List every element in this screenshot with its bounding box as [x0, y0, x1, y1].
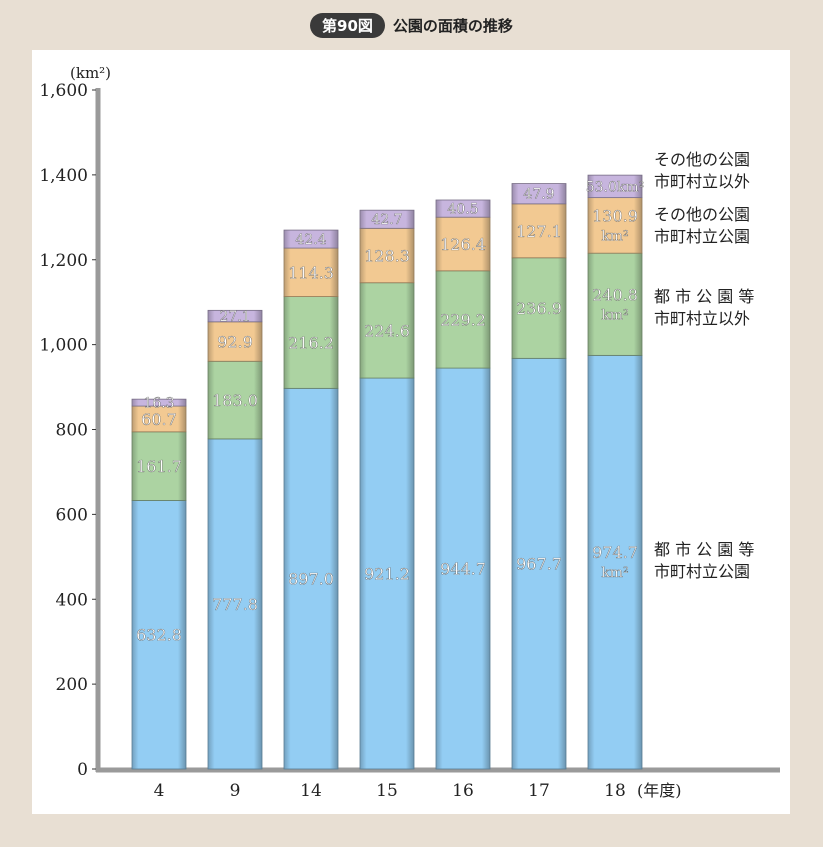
data-label: 27.1 [219, 309, 250, 325]
data-label: 128.3 [364, 247, 410, 266]
bar-segment-city_park [207, 438, 263, 770]
data-label: 777.8 [212, 595, 258, 614]
bar-segment-other_park_other [435, 199, 491, 218]
bar-segment-other_park_other [587, 174, 643, 199]
bar-segment-other_park_other [207, 309, 263, 323]
legend-label-city_park: 都 市 公 園 等 [654, 540, 754, 559]
bar-segment-city_park_other [131, 431, 187, 501]
x-tick-label: 15 [376, 781, 398, 801]
bar-segment-city_park_other [435, 270, 491, 369]
y-tick-label: 400 [56, 590, 88, 610]
bar-segment-other_park [435, 216, 491, 272]
bar-segment-city_park [283, 387, 339, 770]
bar-segment-city_park_other [587, 252, 643, 356]
data-label: 16.3 [143, 396, 174, 412]
data-label: 126.4 [440, 235, 486, 254]
data-label-unit: km² [601, 307, 628, 323]
data-label: 42.4 [295, 232, 326, 248]
y-tick-label: 1,600 [39, 81, 88, 101]
data-label-unit: km² [601, 228, 628, 244]
y-tick-label: 600 [56, 505, 88, 525]
bar-segment-other_park [283, 247, 339, 297]
chart-panel: 0 200 400 600 800 1,000 1,200 1,400 1,600 (km²) 63… [32, 50, 790, 814]
data-label: 216.2 [288, 333, 334, 352]
legend-label-city_park_other: 市町村立以外 [654, 309, 750, 328]
y-tick-label: 1,400 [39, 166, 88, 186]
legend-label-other_park: 市町村立公園 [654, 227, 750, 246]
y-tick-label: 0 [77, 760, 88, 780]
data-label: 42.7 [371, 212, 402, 228]
x-tick-label: 18 [604, 781, 626, 801]
y-tick-label: 1,200 [39, 251, 88, 271]
data-label: 130.9 [592, 206, 638, 225]
bar-segment-city_park [131, 500, 187, 770]
y-tick-label: 1,000 [39, 336, 88, 356]
x-tick-label: 17 [528, 781, 550, 801]
data-label: 60.7 [141, 410, 177, 429]
bar-segment-city_park_other [511, 257, 567, 359]
bar-segment-other_park [359, 227, 415, 284]
x-tick-label: 14 [300, 781, 322, 801]
bar-segment-other_park_other [283, 229, 339, 249]
data-label: 161.7 [136, 457, 182, 476]
bar-segment-city_park_other [359, 282, 415, 379]
data-label: 127.1 [516, 222, 562, 241]
x-axis-unit-label: (年度) [637, 781, 682, 800]
legend-label-other_park_other: 市町村立以外 [654, 172, 750, 191]
legend-label-other_park: その他の公園 [654, 205, 750, 224]
data-label: 897.0 [288, 570, 334, 589]
x-tick-label: 9 [230, 781, 241, 801]
bar-segment-city_park_other [207, 360, 263, 440]
bar-segment-other_park [207, 321, 263, 362]
data-label: 92.9 [217, 333, 253, 352]
bar-segment-city_park [587, 354, 643, 770]
bar-segment-other_park_other [359, 209, 415, 229]
data-label: 47.9 [523, 187, 554, 203]
chart-title: 公園の面積の推移 [392, 16, 513, 35]
y-axis-unit-label: (km²) [70, 64, 111, 82]
data-label: 114.3 [288, 263, 334, 282]
data-label: 974.7 [592, 543, 638, 562]
figure-header: 第90図 公園の面積の推移 [0, 12, 823, 38]
bar-segment-other_park [131, 405, 187, 433]
legend-label-city_park: 市町村立公園 [654, 562, 750, 581]
data-label: 53.0km² [586, 179, 645, 195]
bar-segment-other_park [587, 197, 643, 254]
data-label: 40.5 [447, 202, 478, 218]
bar-segment-city_park [435, 367, 491, 770]
y-tick-label: 800 [56, 421, 88, 441]
data-label: 944.7 [440, 560, 486, 579]
bar-segment-city_park [511, 357, 567, 770]
legend-label-city_park_other: 都 市 公 園 等 [654, 287, 754, 306]
data-label: 967.7 [516, 555, 562, 574]
data-label: 224.6 [364, 321, 410, 340]
stacked-bar-chart: 0 200 400 600 800 1,000 1,200 1,400 1,600(km²) 63… [39, 64, 780, 801]
bar-segment-other_park_other [131, 398, 187, 407]
data-label: 921.2 [364, 565, 410, 584]
x-tick-label: 16 [452, 781, 474, 801]
bar-segment-other_park [511, 203, 567, 259]
x-tick-label: 4 [154, 781, 165, 801]
data-label: 240.8 [592, 285, 638, 304]
data-label: 229.2 [440, 310, 486, 329]
data-label-unit: km² [601, 565, 628, 581]
bar-segment-city_park_other [283, 296, 339, 389]
data-label: 632.8 [136, 626, 182, 645]
figure-number-badge: 第90図 [310, 12, 385, 38]
data-label: 236.9 [516, 299, 562, 318]
y-tick-label: 200 [56, 675, 88, 695]
legend-label-other_park_other: その他の公園 [654, 150, 750, 169]
bar-segment-other_park_other [511, 183, 567, 205]
data-label: 183.0 [212, 391, 258, 410]
